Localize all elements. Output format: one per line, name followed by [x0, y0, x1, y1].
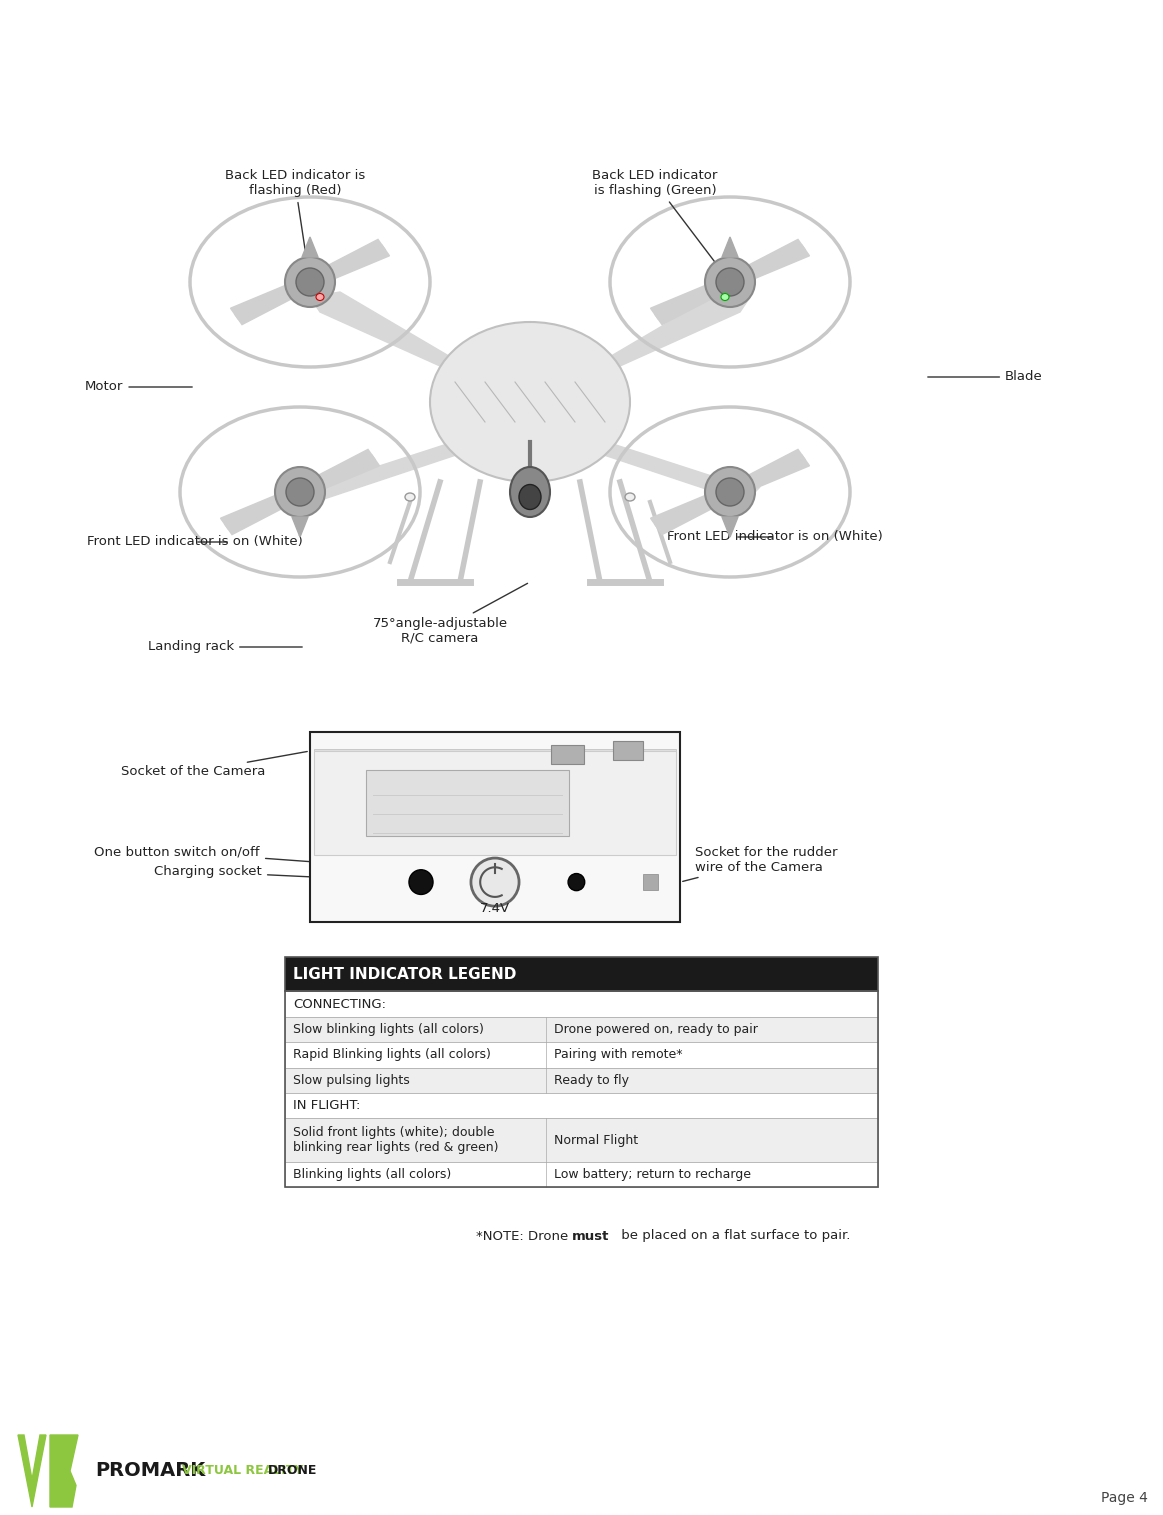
- Ellipse shape: [409, 870, 433, 894]
- Polygon shape: [224, 450, 379, 529]
- Text: LIGHT INDICATOR LEGEND: LIGHT INDICATOR LEGEND: [293, 967, 516, 982]
- Ellipse shape: [274, 467, 324, 517]
- Bar: [285, 991, 878, 1017]
- Text: 75°angle-adjustable
R/C camera: 75°angle-adjustable R/C camera: [372, 583, 528, 645]
- Bar: [311, 732, 680, 923]
- Bar: [314, 751, 676, 856]
- Bar: [613, 741, 643, 761]
- Ellipse shape: [625, 492, 635, 501]
- Bar: [285, 1092, 878, 1118]
- Text: be placed on a flat surface to pair.: be placed on a flat surface to pair.: [618, 1230, 850, 1242]
- Text: Normal Flight: Normal Flight: [554, 1133, 638, 1147]
- Text: Low battery; return to recharge: Low battery; return to recharge: [554, 1168, 751, 1182]
- Text: Socket for the rudder
wire of the Camera: Socket for the rudder wire of the Camera: [683, 845, 837, 882]
- Polygon shape: [300, 423, 525, 501]
- Ellipse shape: [511, 467, 550, 517]
- Circle shape: [471, 857, 519, 906]
- Text: DRONE FEATURES: DRONE FEATURES: [15, 17, 252, 41]
- Text: Socket of the Camera: Socket of the Camera: [121, 751, 307, 779]
- Polygon shape: [292, 517, 308, 536]
- Text: IN FLIGHT:: IN FLIGHT:: [293, 1098, 361, 1112]
- Polygon shape: [311, 292, 520, 401]
- Text: PROMARK: PROMARK: [95, 1462, 205, 1480]
- Ellipse shape: [705, 467, 755, 517]
- Text: CONNECTING:: CONNECTING:: [293, 997, 386, 1011]
- Bar: [643, 874, 658, 889]
- Polygon shape: [650, 245, 806, 324]
- Text: Blade: Blade: [928, 371, 1043, 383]
- Text: Back LED indicator is
flashing (Red): Back LED indicator is flashing (Red): [224, 170, 365, 279]
- Ellipse shape: [716, 268, 744, 295]
- Text: VIRTUAL REALITY: VIRTUAL REALITY: [181, 1465, 304, 1477]
- Ellipse shape: [568, 874, 585, 891]
- Ellipse shape: [716, 479, 744, 506]
- Polygon shape: [540, 292, 750, 401]
- Text: Charging socket: Charging socket: [155, 865, 419, 882]
- Text: Pairing with remote*: Pairing with remote*: [554, 1048, 683, 1062]
- Text: Landing rack: Landing rack: [148, 641, 302, 653]
- Text: Drone powered on, ready to pair: Drone powered on, ready to pair: [554, 1023, 758, 1036]
- Ellipse shape: [405, 492, 415, 501]
- Bar: [285, 957, 878, 991]
- Ellipse shape: [705, 258, 755, 308]
- Text: Motor: Motor: [85, 380, 192, 394]
- Ellipse shape: [430, 323, 630, 482]
- Text: Back LED indicator
is flashing (Green): Back LED indicator is flashing (Green): [592, 170, 728, 280]
- Text: One button switch on/off: One button switch on/off: [94, 845, 312, 862]
- Polygon shape: [655, 450, 809, 529]
- Polygon shape: [50, 1435, 78, 1507]
- Polygon shape: [230, 245, 385, 324]
- Text: Solid front lights (white); double
blinking rear lights (red & green): Solid front lights (white); double blink…: [293, 1126, 499, 1154]
- Polygon shape: [221, 454, 376, 535]
- Polygon shape: [650, 454, 806, 535]
- Text: Page 4: Page 4: [1101, 1491, 1148, 1504]
- Ellipse shape: [721, 294, 729, 300]
- Ellipse shape: [316, 294, 324, 300]
- Text: Front LED indicator is on (White): Front LED indicator is on (White): [87, 535, 302, 548]
- Ellipse shape: [519, 485, 541, 509]
- Bar: [285, 957, 878, 991]
- Text: Blinking lights (all colors): Blinking lights (all colors): [293, 1168, 451, 1182]
- Text: 7.4V: 7.4V: [480, 903, 511, 915]
- Polygon shape: [302, 236, 317, 258]
- Text: Ready to fly: Ready to fly: [554, 1074, 629, 1086]
- Bar: [314, 748, 676, 767]
- Text: Front LED indicator is on (White): Front LED indicator is on (White): [668, 530, 883, 544]
- Ellipse shape: [297, 268, 324, 295]
- Polygon shape: [655, 239, 809, 318]
- Polygon shape: [535, 423, 759, 501]
- Bar: [285, 1118, 878, 1162]
- Text: must: must: [572, 1230, 609, 1242]
- Ellipse shape: [286, 479, 314, 506]
- Bar: [365, 770, 569, 836]
- Polygon shape: [235, 239, 390, 318]
- Bar: [550, 745, 584, 764]
- Text: Slow blinking lights (all colors): Slow blinking lights (all colors): [293, 1023, 484, 1036]
- Polygon shape: [17, 1435, 47, 1507]
- Polygon shape: [722, 517, 739, 536]
- Bar: [285, 1162, 878, 1188]
- Ellipse shape: [285, 258, 335, 308]
- Bar: [285, 1042, 878, 1068]
- Polygon shape: [722, 236, 739, 258]
- Bar: [285, 1017, 878, 1042]
- Bar: [285, 1068, 878, 1092]
- Text: Slow pulsing lights: Slow pulsing lights: [293, 1074, 409, 1086]
- Text: DRONE: DRONE: [267, 1465, 317, 1477]
- Bar: [285, 991, 878, 1188]
- Text: *NOTE: Drone: *NOTE: Drone: [476, 1230, 572, 1242]
- Text: Rapid Blinking lights (all colors): Rapid Blinking lights (all colors): [293, 1048, 491, 1062]
